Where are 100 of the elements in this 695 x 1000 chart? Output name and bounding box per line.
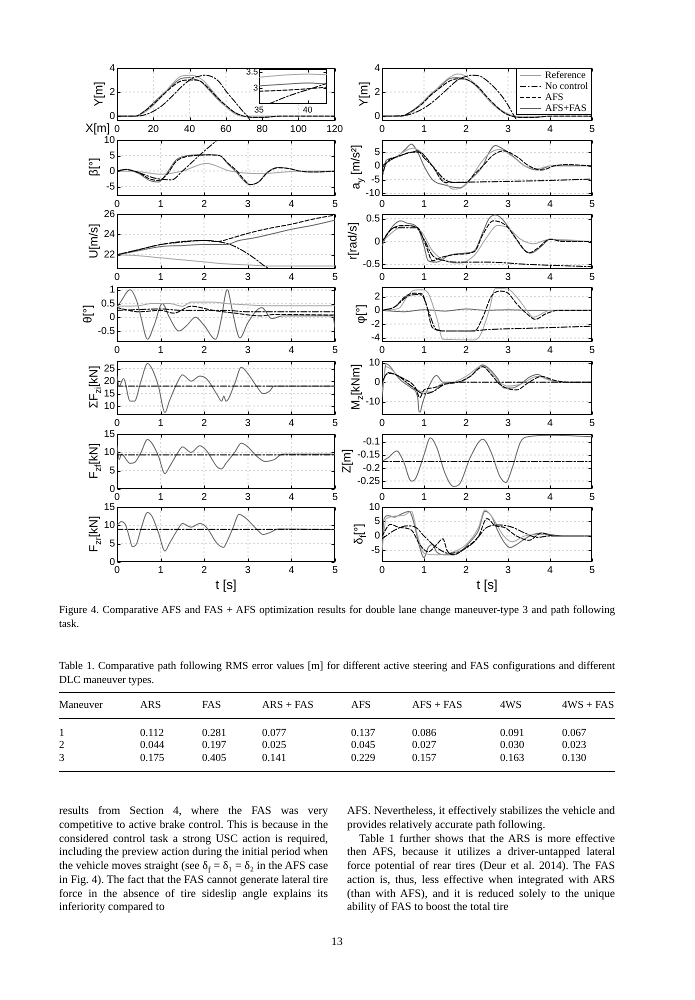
x-tick-label: 4 [547,198,554,210]
category-label: 4WS + FAS [562,698,615,713]
data-label: 0.141 [262,752,288,766]
x-tick-label: 4 [547,344,554,356]
y-axis-title: θ[°] [80,304,94,323]
y-tick-label: -4 [371,332,380,344]
y-axis-title: r[rad/s] [345,222,360,260]
category-label: ARS + FAS [262,698,314,713]
data-label: 0.027 [412,739,438,752]
x-tick-label: 2 [201,272,208,283]
x-tick-label: 40 [302,104,313,114]
y-tick-label: 24 [104,229,116,240]
y-tick-label: 5 [109,538,116,550]
y-tick-label: 10 [104,400,116,412]
x-tick-label: 3 [245,344,252,356]
x-tick-label: 2 [463,124,470,135]
category-label: AFS [351,698,372,713]
y-tick-label: 4 [374,62,380,74]
x-tick-label: 5 [589,492,596,503]
x-tick-label: 2 [201,492,208,503]
text: results from Section 4, where the FAS was very competitive to active brake control. This is because in the considered control task a strong USC action is required, including the preview action during the initial period when the vehicle moves straight (see δ$_{f}$ = δ₁ = δ₂ in the AFS case in Fig. 4). The fact that the FAS cannot generate lateral tire force in the absence of tire sideslip angle explains its inferiority compared to [59,805,328,914]
y-tick-label: 15 [104,428,116,440]
x-tick-label: 1 [158,272,164,283]
y-tick-label: -5 [371,174,380,186]
y-tick-label: 0.5 [101,298,116,310]
category-label: AFS + FAS [412,698,464,713]
y-tick-label: 5 [109,150,116,162]
y-axis-title: Y[m] [92,81,106,106]
x-tick-label: 1 [421,124,428,135]
x-tick-label: 5 [332,564,338,576]
x-tick-label: 4 [288,418,295,429]
caption: Table 1 further shows that the ARS is more effective then AFS, because it utilizes a driver-untapped lateral force potential of rear tires (Deur et al. 2014). The FAS action is, thus, less effective when integrated with ARS (than with AFS), and it is reduced solely to the unique ability of FAS to boost the total tire [347,832,615,915]
y-axis-title: Y[m] [356,81,371,106]
y-tick-label: 10 [104,134,116,146]
y-tick-label: 10 [368,502,380,513]
x-tick-label: 2 [201,344,208,356]
x-tick-label: 40 [184,124,196,135]
y-tick-label: 4 [109,62,116,74]
x-axis-title: t [s] [476,577,498,592]
data-label: 0.091 [500,726,526,740]
text: Maneuver [59,698,104,713]
y-tick-label: 0 [374,236,380,248]
y-tick-label: -0.5 [362,259,380,270]
x-tick-label: 1 [421,564,428,576]
x-tick-label: 2 [463,198,470,210]
data-label: 0.025 [262,739,288,752]
y-tick-label: -0.2 [362,462,380,474]
x-tick-label: 4 [547,564,554,576]
y-tick-label: 10 [368,358,380,369]
x-tick-label: 3 [245,492,252,503]
data-label: 0.112 [140,726,165,740]
data-label: 0.281 [202,726,228,740]
x-tick-label: 2 [463,418,470,429]
caption: Figure 4. Comparative AFS and FAS + AFS optimization results for double lane change maneuver-type 3 and path following task. [59,604,615,631]
y-tick-label: 0 [374,530,380,542]
x-tick-label: 3 [245,198,252,210]
x-tick-label: 5 [332,272,338,283]
y-tick-label: -10 [366,188,380,200]
y-tick-label: -0.1 [362,436,380,448]
y-tick-label: -0.5 [98,326,116,337]
category-label: 4WS [500,698,523,713]
data-label: 0.229 [351,752,376,766]
x-tick-label: 4 [288,198,295,210]
x-tick-label: 2 [201,564,208,576]
x-tick-label: 5 [589,344,596,356]
y-axis-title: β[°] [86,158,100,176]
y-tick-label: -5 [106,181,116,192]
text: 2 [59,739,66,752]
y-tick-label: 0 [374,305,380,316]
data-label: 0.067 [562,726,588,740]
x-tick-label: 120 [326,124,344,135]
x-tick-label: 1 [421,272,428,283]
x-tick-label: 1 [158,344,164,356]
data-label: 0.086 [412,726,438,740]
y-tick-label: 2 [109,86,116,98]
x-axis-title: X[m] [85,121,110,135]
x-tick-label: 1 [421,492,428,503]
y-tick-label: 5 [374,516,380,528]
data-label: 0.157 [412,752,438,766]
x-tick-label: 2 [463,344,470,356]
y-tick-label: 22 [104,249,116,260]
x-tick-label: 3 [505,492,512,503]
x-tick-label: 2 [463,492,470,503]
x-tick-label: 1 [158,198,164,210]
category-label: ARS [140,698,162,713]
y-tick-label: 10 [104,520,116,532]
data-label: 0.023 [562,739,588,752]
x-tick-label: 5 [589,198,596,210]
y-axis-title: φ[°] [354,304,368,324]
y-tick-label: 1 [109,284,116,296]
legend-label: Reference [545,70,586,82]
legend-label: AFS [545,92,564,104]
legend-label: No control [545,81,588,92]
x-tick-label: 4 [288,564,295,576]
x-tick-label: 5 [332,344,338,356]
y-tick-label: -10 [366,396,380,408]
x-tick-label: 80 [256,124,268,135]
y-tick-label: 0 [374,376,380,388]
y-tick-label: 0 [109,166,116,177]
x-tick-label: 1 [421,418,428,429]
